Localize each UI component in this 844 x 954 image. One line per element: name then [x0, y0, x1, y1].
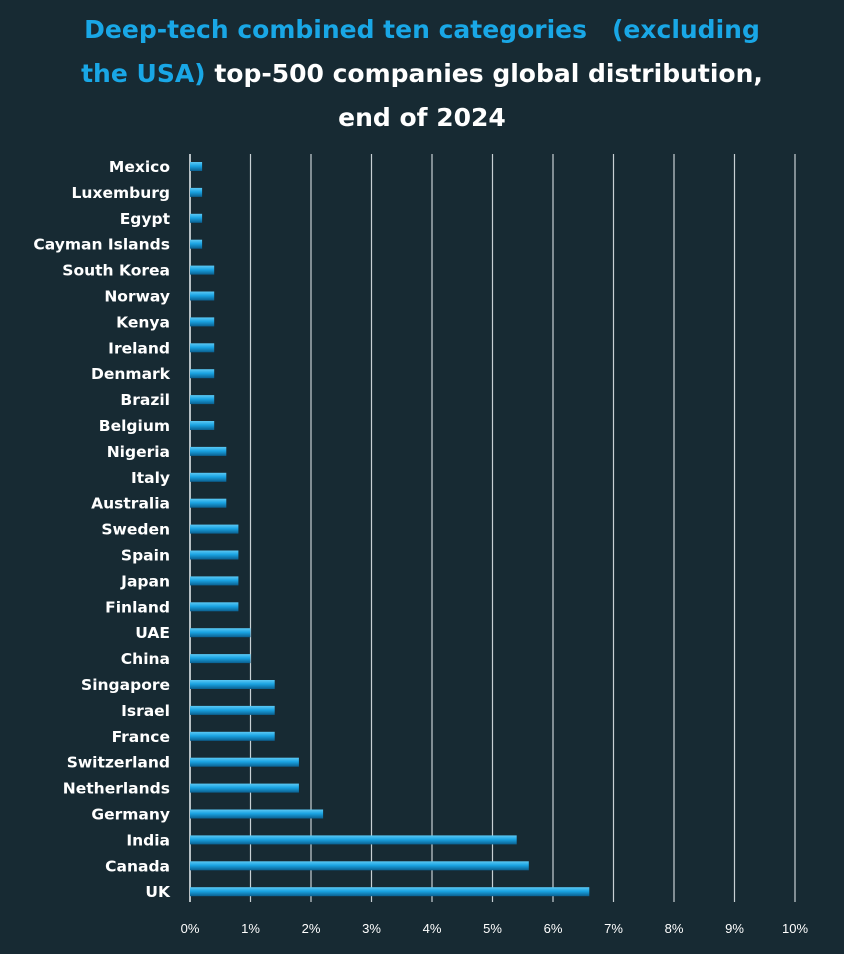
category-label: Belgium — [99, 417, 170, 435]
category-label: Australia — [91, 495, 170, 513]
x-tick-label: 9% — [725, 921, 744, 936]
title-line-2: the USA) top-500 companies global distri… — [81, 59, 763, 88]
bar — [190, 291, 215, 301]
category-label: Cayman Islands — [33, 236, 170, 254]
category-label: Luxemburg — [72, 184, 170, 202]
category-label: Netherlands — [63, 780, 170, 798]
category-labels: Mexico Luxemburg Egypt Cayman Islands South … — [33, 158, 171, 901]
bar — [190, 861, 529, 871]
category-label: Norway — [104, 288, 170, 306]
category-label: Finland — [105, 598, 170, 616]
bar — [190, 576, 239, 586]
category-label: South Korea — [62, 262, 170, 280]
title-line-1: Deep-tech combined ten categories (exclu… — [84, 15, 760, 44]
bar — [190, 731, 275, 741]
bar — [190, 343, 215, 353]
category-label: Canada — [105, 857, 170, 875]
x-tick-label: 5% — [483, 921, 502, 936]
x-tick-label: 0% — [181, 921, 200, 936]
category-label: Ireland — [108, 339, 170, 357]
x-tick-label: 2% — [302, 921, 321, 936]
x-tick-label: 6% — [544, 921, 563, 936]
bar — [190, 369, 215, 379]
category-label: Nigeria — [107, 443, 170, 461]
category-label: Mexico — [109, 158, 170, 176]
category-label: Switzerland — [67, 754, 170, 772]
bar — [190, 757, 299, 767]
bar — [190, 446, 227, 456]
x-tick-label: 10% — [782, 921, 808, 936]
bars — [190, 162, 590, 897]
category-label: France — [112, 728, 170, 746]
bar — [190, 550, 239, 560]
bar — [190, 524, 239, 534]
bar — [190, 317, 215, 327]
category-label: Israel — [121, 702, 170, 720]
bar — [190, 602, 239, 612]
bar — [190, 680, 275, 689]
category-label: Germany — [91, 806, 170, 824]
x-tick-labels: 0% 1% 2% 3% 4% 5% 6% 7% 8% 9% 10% — [181, 921, 809, 936]
bar — [190, 213, 203, 223]
bar — [190, 887, 590, 897]
bar — [190, 421, 215, 430]
bar — [190, 498, 227, 508]
category-label: UK — [145, 883, 171, 901]
category-label: Italy — [131, 469, 170, 487]
category-label: Spain — [121, 547, 170, 565]
category-label: India — [126, 831, 170, 849]
bar — [190, 628, 251, 638]
category-label: Kenya — [116, 313, 170, 331]
category-label: Sweden — [101, 521, 170, 539]
bar — [190, 395, 215, 405]
bar — [190, 265, 215, 275]
x-tick-label: 3% — [362, 921, 381, 936]
bar — [190, 187, 203, 197]
bar — [190, 239, 203, 249]
x-tick-label: 8% — [665, 921, 684, 936]
bar — [190, 472, 227, 482]
bar — [190, 783, 299, 793]
category-label: Singapore — [81, 676, 170, 694]
bar — [190, 835, 517, 845]
title-line-3: end of 2024 — [338, 103, 506, 132]
bar — [190, 809, 324, 819]
bar — [190, 705, 275, 715]
category-label: Brazil — [120, 391, 170, 409]
x-tick-label: 7% — [604, 921, 623, 936]
x-tick-label: 4% — [423, 921, 442, 936]
category-label: China — [121, 650, 170, 668]
x-tick-label: 1% — [241, 921, 260, 936]
bar — [190, 654, 251, 664]
category-label: Denmark — [91, 365, 171, 383]
category-label: Egypt — [120, 210, 171, 228]
bar — [190, 162, 203, 171]
chart-title: Deep-tech combined ten categories (exclu… — [0, 8, 844, 140]
category-label: Japan — [120, 572, 170, 590]
category-label: UAE — [135, 624, 170, 642]
